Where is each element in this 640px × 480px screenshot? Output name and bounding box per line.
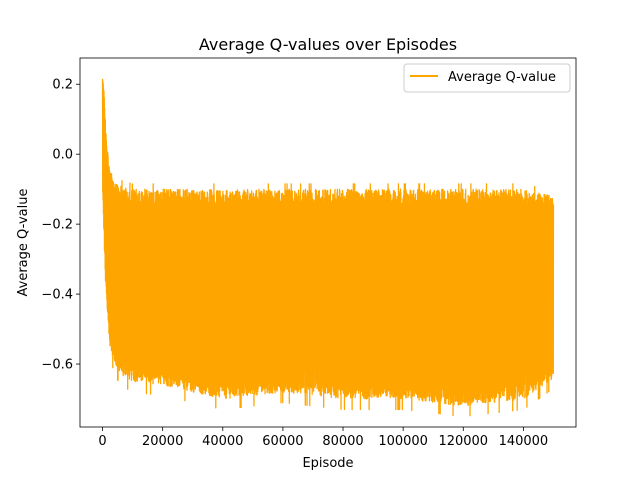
chart-title: Average Q-values over Episodes (199, 35, 457, 54)
x-tick-label: 120000 (438, 434, 488, 449)
legend-box (403, 63, 571, 93)
data-layer (101, 78, 555, 417)
plot-area (79, 57, 577, 428)
x-tick-label: 100000 (378, 434, 428, 449)
x-tick-label: 60000 (262, 434, 303, 449)
y-tick-label: 0.2 (52, 78, 73, 93)
plot-frame (79, 57, 577, 428)
y-tick-label: −0.2 (41, 218, 73, 233)
legend: Average Q-value (403, 63, 571, 93)
x-tick-label: 20000 (142, 434, 183, 449)
y-tick-label: −0.6 (41, 358, 73, 373)
y-axis-label: Average Q-value (16, 189, 31, 297)
x-tick-label: 0 (98, 434, 106, 449)
x-axis-label: Episode (302, 456, 353, 471)
legend-label: Average Q-value (448, 70, 556, 85)
x-tick-label: 80000 (322, 434, 363, 449)
x-axis-ticks: 0 20000 40000 60000 80000 100000 120000 140000 (98, 427, 548, 449)
y-tick-label: −0.4 (41, 288, 73, 303)
x-tick-label: 140000 (499, 434, 549, 449)
y-tick-label: 0.0 (52, 148, 73, 163)
x-tick-label: 40000 (202, 434, 243, 449)
series-line-average-q-value (101, 78, 555, 417)
y-axis-ticks: 0.2 0.0 −0.2 −0.4 −0.6 (41, 78, 80, 373)
